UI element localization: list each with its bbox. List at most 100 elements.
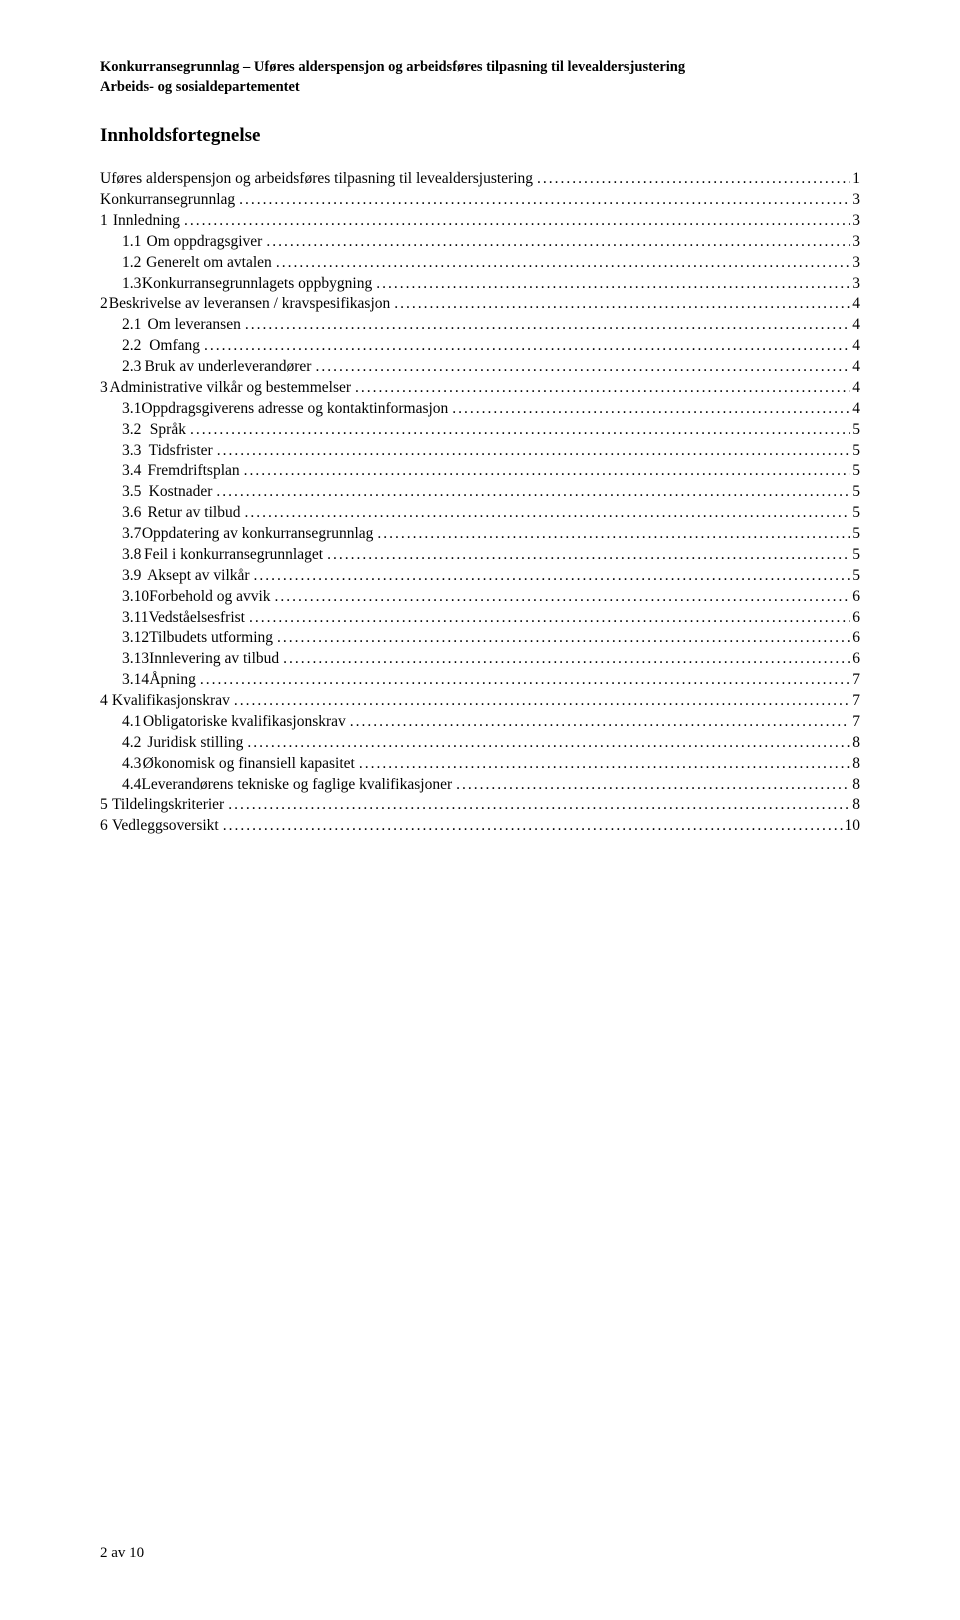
toc-entry: 5Tildelingskriterier8 xyxy=(100,795,860,814)
toc-entry-page: 5 xyxy=(850,461,860,480)
toc-entry: Uføres alderspensjon og arbeidsføres til… xyxy=(100,169,860,188)
toc-leader-dots xyxy=(279,649,850,668)
toc-entry: 3.5Kostnader 5 xyxy=(100,482,860,501)
toc-leader-dots xyxy=(186,420,850,439)
toc-leader-dots xyxy=(241,315,850,334)
toc-entry-text: Tidsfrister xyxy=(149,441,213,460)
toc-entry-text: Uføres alderspensjon og arbeidsføres til… xyxy=(100,169,533,188)
toc-entry-number: 3.12 xyxy=(122,628,149,647)
toc-entry-number: 1 xyxy=(100,211,113,230)
toc-leader-dots xyxy=(323,545,850,564)
toc-entry-page: 6 xyxy=(850,608,860,627)
toc-entry-number: 4.1 xyxy=(122,712,143,731)
toc-entry: 3.1Oppdragsgiverens adresse og kontaktin… xyxy=(100,399,860,418)
toc-leader-dots xyxy=(240,503,850,522)
toc-entry-number: 4 xyxy=(100,691,112,710)
toc-entry-number: 3.5 xyxy=(122,482,149,501)
toc-entry-page: 4 xyxy=(850,399,860,418)
toc-entry-number: 3.4 xyxy=(122,461,148,480)
toc-entry-text: Feil i konkurransegrunnlaget xyxy=(144,545,323,564)
toc-entry: 6Vedleggsoversikt10 xyxy=(100,816,860,835)
toc-entry-number: 1.1 xyxy=(122,232,147,251)
toc-entry-number: 1.2 xyxy=(122,253,146,272)
toc-entry: 2Beskrivelse av leveransen / kravspesifi… xyxy=(100,294,860,313)
toc-entry: 3.7Oppdatering av konkurransegrunnlag 5 xyxy=(100,524,860,543)
toc-entry: Konkurransegrunnlag3 xyxy=(100,190,860,209)
toc-entry-number: 3.3 xyxy=(122,441,149,460)
toc-leader-dots xyxy=(373,524,850,543)
toc-leader-dots xyxy=(272,253,850,272)
toc-entry-text: Vedståelsesfrist xyxy=(149,608,245,627)
toc-entry-number: 2 xyxy=(100,294,109,313)
toc-entry: 3.9Aksept av vilkår5 xyxy=(100,566,860,585)
toc-leader-dots xyxy=(351,378,850,397)
toc-entry-text: Kostnader xyxy=(149,482,213,501)
toc-entry-number: 3.10 xyxy=(122,587,149,606)
toc-leader-dots xyxy=(230,691,850,710)
toc-entry: 3.10Forbehold og avvik6 xyxy=(100,587,860,606)
toc-entry-number: 2.2 xyxy=(122,336,149,355)
toc-entry-page: 5 xyxy=(850,524,860,543)
toc-entry: 4.2Juridisk stilling8 xyxy=(100,733,860,752)
toc-leader-dots xyxy=(224,795,850,814)
toc-entry-text: Oppdatering av konkurransegrunnlag xyxy=(142,524,374,543)
toc-entry-page: 3 xyxy=(850,211,860,230)
toc-entry: 2.2Omfang 4 xyxy=(100,336,860,355)
toc-entry-text: Bruk av underleverandører xyxy=(144,357,311,376)
toc-entry: 3.11Vedståelsesfrist6 xyxy=(100,608,860,627)
toc-entry-page: 3 xyxy=(850,190,860,209)
toc-entry-text: Kvalifikasjonskrav xyxy=(112,691,230,710)
toc-entry-page: 7 xyxy=(850,670,860,689)
toc-entry-text: Tilbudets utforming xyxy=(149,628,273,647)
toc-entry-number: 4.2 xyxy=(122,733,147,752)
toc-entry-page: 5 xyxy=(850,566,860,585)
toc-entry-page: 4 xyxy=(850,357,860,376)
toc-entry-text: Åpning xyxy=(149,670,196,689)
toc-entry-page: 5 xyxy=(850,420,860,439)
toc-entry: 3.12Tilbudets utforming 6 xyxy=(100,628,860,647)
toc-entry-page: 6 xyxy=(850,628,860,647)
toc-entry-text: Konkurransegrunnlagets oppbygning xyxy=(142,274,372,293)
toc-entry-number: 5 xyxy=(100,795,112,814)
toc-entry: 3.3Tidsfrister5 xyxy=(100,441,860,460)
toc-leader-dots xyxy=(200,336,850,355)
toc-leader-dots xyxy=(346,712,850,731)
toc-entry-page: 5 xyxy=(850,545,860,564)
toc-leader-dots xyxy=(262,232,850,251)
page-footer: 2 av 10 xyxy=(100,1545,144,1562)
toc-entry-number: 3.7 xyxy=(122,524,142,543)
toc-entry-text: Aksept av vilkår xyxy=(147,566,249,585)
toc-entry-page: 4 xyxy=(850,315,860,334)
toc-leader-dots xyxy=(390,294,850,313)
toc-entry-text: Økonomisk og finansiell kapasitet xyxy=(143,754,355,773)
toc-entry: 4Kvalifikasjonskrav7 xyxy=(100,691,860,710)
toc-leader-dots xyxy=(180,211,850,230)
toc-entry-text: Juridisk stilling xyxy=(147,733,243,752)
page-header: Konkurransegrunnlag – Uføres alderspensj… xyxy=(100,58,860,97)
toc-entry-page: 5 xyxy=(850,482,860,501)
toc-entry-text: Oppdragsgiverens adresse og kontaktinfor… xyxy=(141,399,448,418)
toc-entry: 1.2Generelt om avtalen3 xyxy=(100,253,860,272)
toc-entry-number: 3.2 xyxy=(122,420,150,439)
toc-entry: 3.13Innlevering av tilbud6 xyxy=(100,649,860,668)
toc-entry-page: 4 xyxy=(850,336,860,355)
table-of-contents: Uføres alderspensjon og arbeidsføres til… xyxy=(100,169,860,836)
toc-leader-dots xyxy=(219,816,843,835)
toc-entry-text: Om oppdragsgiver xyxy=(147,232,263,251)
toc-leader-dots xyxy=(212,482,850,501)
toc-entry-text: Innlevering av tilbud xyxy=(149,649,279,668)
toc-entry-number: 3.13 xyxy=(122,649,149,668)
toc-entry: 3.6Retur av tilbud5 xyxy=(100,503,860,522)
page: Konkurransegrunnlag – Uføres alderspensj… xyxy=(0,0,960,1620)
toc-entry-number: 3.6 xyxy=(122,503,147,522)
toc-entry: 3.8Feil i konkurransegrunnlaget5 xyxy=(100,545,860,564)
toc-entry-page: 8 xyxy=(850,775,860,794)
toc-entry-page: 8 xyxy=(850,754,860,773)
toc-entry-number: 4.4 xyxy=(122,775,141,794)
toc-entry-text: Retur av tilbud xyxy=(147,503,240,522)
toc-leader-dots xyxy=(213,441,851,460)
toc-entry-text: Omfang xyxy=(149,336,200,355)
toc-entry-text: Forbehold og avvik xyxy=(149,587,270,606)
toc-leader-dots xyxy=(273,628,850,647)
toc-leader-dots xyxy=(355,754,850,773)
